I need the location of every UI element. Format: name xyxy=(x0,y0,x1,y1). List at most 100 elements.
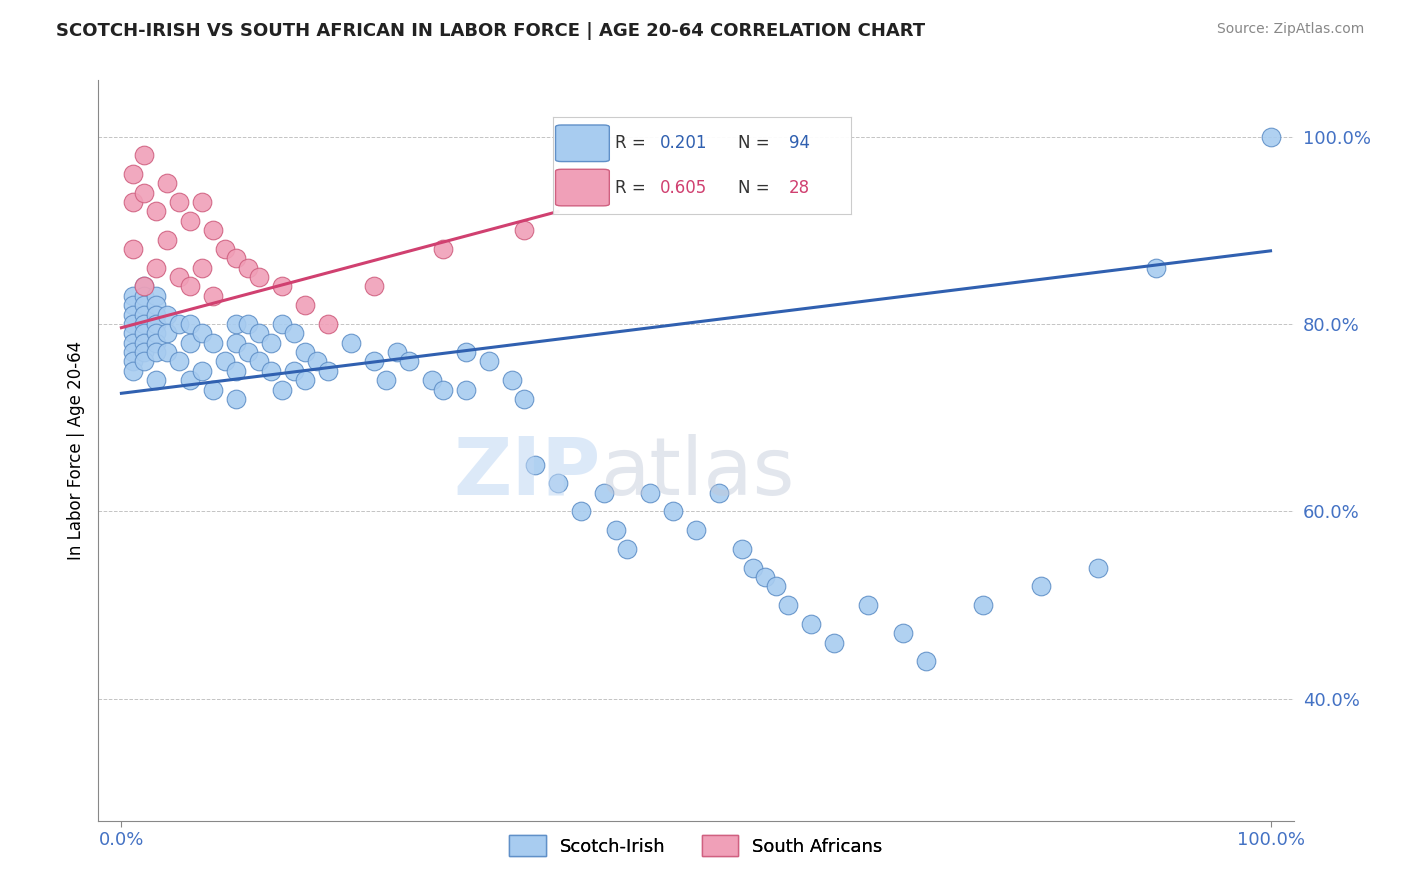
Point xyxy=(294,373,316,387)
Point xyxy=(858,598,880,612)
Point xyxy=(891,626,914,640)
Point xyxy=(271,317,294,331)
Point xyxy=(432,383,454,397)
Point xyxy=(134,186,156,200)
Point xyxy=(432,242,454,256)
Point xyxy=(122,345,145,359)
Point xyxy=(122,364,145,378)
Point xyxy=(972,598,994,612)
Point xyxy=(122,242,145,256)
Legend: Scotch-Irish, South Africans: Scotch-Irish, South Africans xyxy=(502,828,890,863)
Point xyxy=(294,345,316,359)
Point xyxy=(1144,260,1167,275)
Point xyxy=(638,485,661,500)
Point xyxy=(247,326,270,341)
Point xyxy=(122,317,145,331)
Point xyxy=(398,354,420,368)
Point xyxy=(167,195,190,210)
Point xyxy=(179,317,201,331)
Point xyxy=(191,326,214,341)
Point xyxy=(179,214,201,228)
Point xyxy=(191,364,214,378)
Point xyxy=(225,335,247,350)
Point xyxy=(512,223,534,237)
Point xyxy=(731,541,754,556)
Point xyxy=(456,383,478,397)
Point xyxy=(260,364,283,378)
Point xyxy=(156,345,179,359)
Point xyxy=(914,654,936,668)
Point xyxy=(593,485,616,500)
Point xyxy=(145,317,167,331)
Point xyxy=(179,335,201,350)
Point xyxy=(145,260,167,275)
Point xyxy=(134,279,156,293)
Point xyxy=(145,204,167,219)
Point xyxy=(225,392,247,406)
Point xyxy=(122,354,145,368)
Text: ZIP: ZIP xyxy=(453,434,600,512)
Point xyxy=(478,354,501,368)
Point xyxy=(145,326,167,341)
Point xyxy=(167,354,190,368)
Point xyxy=(122,195,145,210)
Point xyxy=(605,523,627,537)
Point xyxy=(134,298,156,312)
Point xyxy=(134,335,156,350)
Point xyxy=(707,485,730,500)
Point xyxy=(134,317,156,331)
Point xyxy=(501,373,523,387)
Point xyxy=(283,326,305,341)
Point xyxy=(122,308,145,322)
Point xyxy=(202,223,225,237)
Point xyxy=(225,317,247,331)
Point xyxy=(122,298,145,312)
Point xyxy=(134,289,156,303)
Point xyxy=(247,270,270,285)
Point xyxy=(202,383,225,397)
Point xyxy=(214,354,236,368)
Point xyxy=(685,523,707,537)
Point xyxy=(156,177,179,191)
Point xyxy=(283,364,305,378)
Point xyxy=(765,579,787,593)
Point xyxy=(616,541,638,556)
Point xyxy=(134,326,156,341)
Point xyxy=(167,270,190,285)
Point xyxy=(823,635,845,649)
Point xyxy=(569,504,592,518)
Point xyxy=(512,392,534,406)
Point xyxy=(294,298,316,312)
Point xyxy=(145,373,167,387)
Point xyxy=(191,195,214,210)
Point xyxy=(145,289,167,303)
Point xyxy=(1087,560,1109,574)
Point xyxy=(145,345,167,359)
Point xyxy=(1260,129,1282,144)
Point xyxy=(134,279,156,293)
Point xyxy=(122,326,145,341)
Point xyxy=(305,354,328,368)
Text: SCOTCH-IRISH VS SOUTH AFRICAN IN LABOR FORCE | AGE 20-64 CORRELATION CHART: SCOTCH-IRISH VS SOUTH AFRICAN IN LABOR F… xyxy=(56,22,925,40)
Point xyxy=(134,345,156,359)
Point xyxy=(202,335,225,350)
Point xyxy=(156,308,179,322)
Point xyxy=(145,298,167,312)
Y-axis label: In Labor Force | Age 20-64: In Labor Force | Age 20-64 xyxy=(66,341,84,560)
Point xyxy=(800,616,823,631)
Point xyxy=(134,308,156,322)
Point xyxy=(776,598,799,612)
Text: atlas: atlas xyxy=(600,434,794,512)
Point xyxy=(134,148,156,162)
Point xyxy=(225,364,247,378)
Point xyxy=(1029,579,1052,593)
Point xyxy=(122,167,145,181)
Point xyxy=(316,317,339,331)
Point xyxy=(271,383,294,397)
Point xyxy=(122,335,145,350)
Point xyxy=(316,364,339,378)
Point xyxy=(754,570,776,584)
Point xyxy=(167,317,190,331)
Point xyxy=(202,289,225,303)
Point xyxy=(742,560,765,574)
